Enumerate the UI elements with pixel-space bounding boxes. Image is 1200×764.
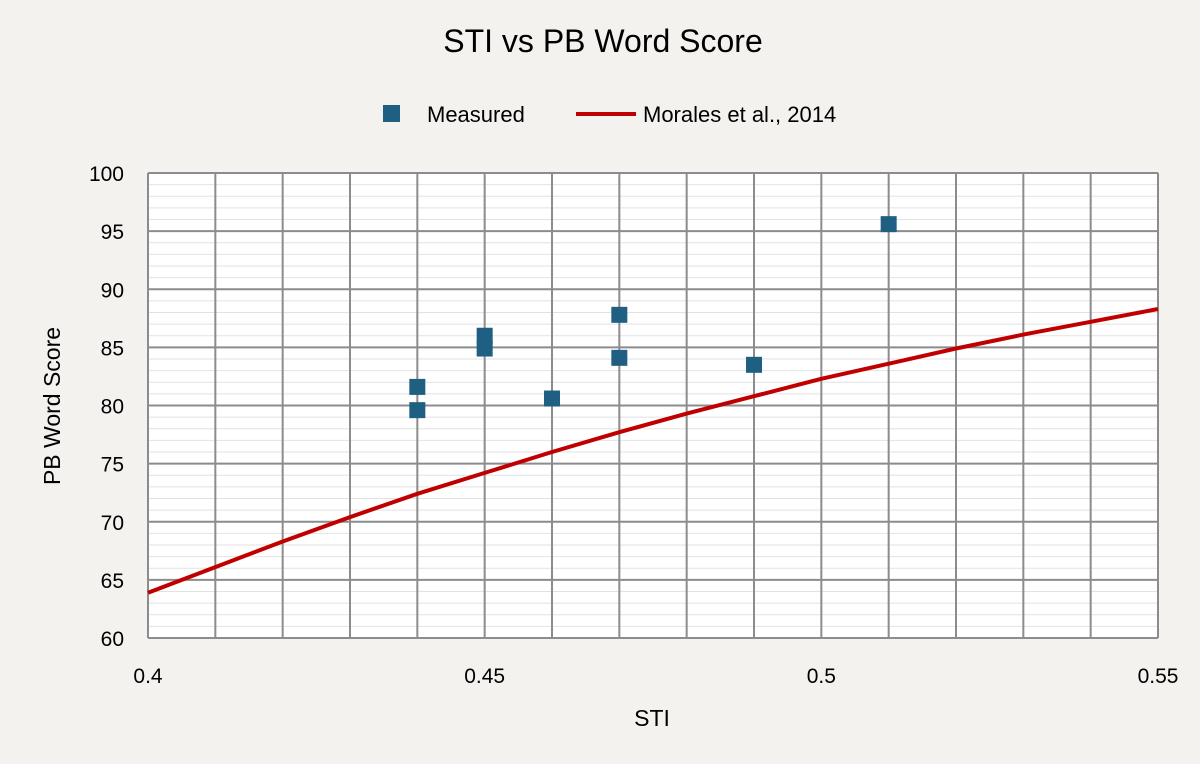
legend-label-measured: Measured [427, 102, 525, 127]
y-axis-ticks: 60 65 70 75 80 85 90 95 100 [89, 163, 124, 651]
legend-label-morales: Morales et al., 2014 [643, 102, 836, 127]
morales-curve-line [147, 307, 1159, 595]
y-tick-label: 70 [101, 512, 124, 535]
y-tick-label: 80 [101, 396, 124, 419]
y-tick-label: 75 [101, 454, 124, 477]
measured-point [746, 356, 762, 373]
x-axis-ticks: 0.4 0.45 0.5 0.55 [133, 665, 1178, 688]
minor-gridlines [148, 184, 1158, 627]
measured-point [611, 306, 628, 323]
y-tick-label: 90 [101, 279, 124, 302]
y-tick-label: 65 [101, 570, 124, 593]
y-axis-label: PB Word Score [39, 327, 65, 485]
y-tick-label: 60 [101, 628, 124, 651]
measured-point [409, 402, 426, 419]
measured-point [880, 216, 897, 233]
x-tick-label: 0.5 [807, 665, 836, 688]
y-tick-label: 85 [101, 337, 124, 360]
legend: Measured Morales et al., 2014 [383, 102, 836, 127]
measured-point [476, 327, 493, 344]
measured-point [544, 390, 560, 407]
major-gridlines [147, 172, 1159, 639]
legend-marker-measured [383, 105, 400, 122]
x-tick-label: 0.45 [464, 665, 505, 688]
measured-point [611, 349, 628, 366]
x-tick-label: 0.55 [1138, 665, 1179, 688]
y-tick-label: 95 [101, 221, 124, 244]
measured-point [409, 378, 426, 395]
x-tick-label: 0.4 [133, 665, 163, 688]
x-axis-label: STI [634, 705, 670, 731]
measured-points [409, 216, 897, 419]
morales-curve [147, 307, 1159, 595]
chart-title: STI vs PB Word Score [443, 23, 763, 59]
y-tick-label: 100 [89, 163, 124, 186]
measured-point [476, 340, 493, 357]
